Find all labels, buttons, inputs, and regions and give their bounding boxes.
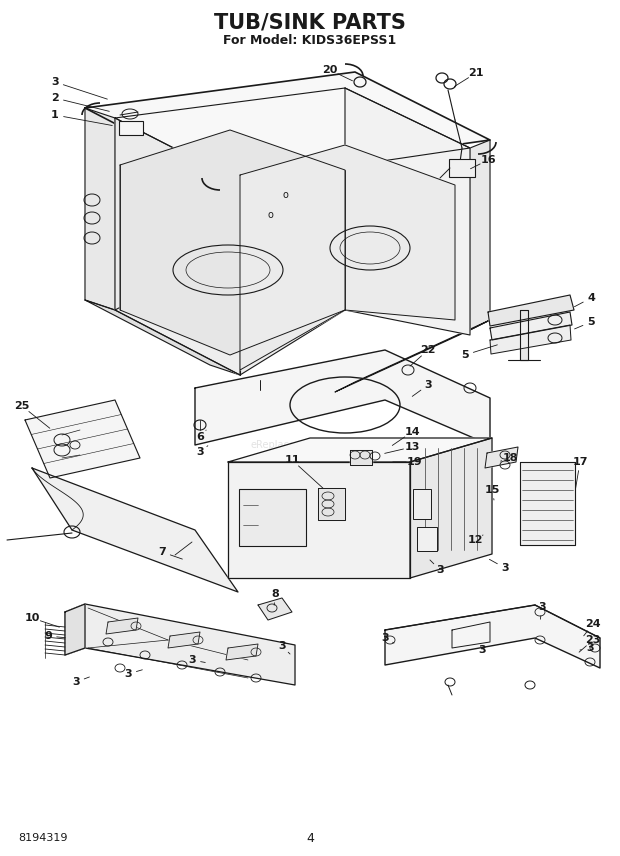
Text: 24: 24 xyxy=(585,619,601,629)
Polygon shape xyxy=(115,118,240,375)
FancyBboxPatch shape xyxy=(119,121,143,135)
Text: 3: 3 xyxy=(436,565,444,575)
Text: 3: 3 xyxy=(51,77,59,87)
Polygon shape xyxy=(226,644,258,660)
Polygon shape xyxy=(470,140,490,330)
Text: 1: 1 xyxy=(51,110,59,120)
Text: o: o xyxy=(282,190,288,200)
Text: 5: 5 xyxy=(461,350,469,360)
Polygon shape xyxy=(485,447,518,468)
Text: 3: 3 xyxy=(278,641,286,651)
Text: eReplacementParts.com: eReplacementParts.com xyxy=(250,440,370,450)
Text: 3: 3 xyxy=(124,669,132,679)
FancyBboxPatch shape xyxy=(449,159,475,177)
Polygon shape xyxy=(195,350,490,445)
Text: TUB/SINK PARTS: TUB/SINK PARTS xyxy=(214,12,406,32)
Text: 18: 18 xyxy=(502,453,518,463)
Text: 7: 7 xyxy=(158,547,166,557)
Polygon shape xyxy=(228,462,410,578)
Text: 19: 19 xyxy=(407,457,423,467)
Text: 15: 15 xyxy=(484,485,500,495)
Polygon shape xyxy=(115,88,470,182)
Polygon shape xyxy=(168,632,200,648)
Polygon shape xyxy=(25,400,140,478)
Text: 13: 13 xyxy=(404,442,420,452)
Text: 3: 3 xyxy=(501,563,509,573)
Polygon shape xyxy=(488,295,574,326)
Polygon shape xyxy=(106,618,138,634)
Text: 5: 5 xyxy=(587,317,595,327)
Polygon shape xyxy=(490,312,572,340)
Polygon shape xyxy=(85,72,490,178)
Polygon shape xyxy=(240,145,455,370)
Text: 3: 3 xyxy=(381,633,389,643)
Text: 2: 2 xyxy=(51,93,59,103)
Polygon shape xyxy=(410,438,492,578)
FancyBboxPatch shape xyxy=(413,489,431,519)
Polygon shape xyxy=(258,598,292,620)
Polygon shape xyxy=(65,604,295,685)
Text: For Model: KIDS36EPSS1: For Model: KIDS36EPSS1 xyxy=(223,33,397,46)
Text: 23: 23 xyxy=(585,635,601,645)
Text: 22: 22 xyxy=(420,345,436,355)
FancyBboxPatch shape xyxy=(417,527,437,551)
Text: 10: 10 xyxy=(24,613,40,623)
Text: 3: 3 xyxy=(196,447,204,457)
Text: 21: 21 xyxy=(468,68,484,78)
Polygon shape xyxy=(520,462,575,545)
Polygon shape xyxy=(65,604,85,655)
Text: 11: 11 xyxy=(284,455,299,465)
Polygon shape xyxy=(115,245,345,375)
Polygon shape xyxy=(85,108,115,310)
Polygon shape xyxy=(318,488,345,520)
Polygon shape xyxy=(335,320,490,392)
Polygon shape xyxy=(350,450,372,465)
Text: 3: 3 xyxy=(478,645,486,655)
Text: 4: 4 xyxy=(587,293,595,303)
Text: 3: 3 xyxy=(538,602,546,612)
Text: 14: 14 xyxy=(404,427,420,437)
Text: 16: 16 xyxy=(480,155,496,165)
Text: 3: 3 xyxy=(188,655,196,665)
Text: 8: 8 xyxy=(271,589,279,599)
Text: 17: 17 xyxy=(572,457,588,467)
Text: 6: 6 xyxy=(196,432,204,442)
Text: 4: 4 xyxy=(306,831,314,845)
Polygon shape xyxy=(32,468,238,592)
Text: 3: 3 xyxy=(424,380,432,390)
Polygon shape xyxy=(85,300,240,375)
Polygon shape xyxy=(228,438,492,462)
Text: 3: 3 xyxy=(586,643,594,653)
Polygon shape xyxy=(490,325,571,354)
Text: 8194319: 8194319 xyxy=(18,833,68,843)
Polygon shape xyxy=(385,605,600,668)
Polygon shape xyxy=(520,310,528,360)
Text: 9: 9 xyxy=(44,631,52,641)
Text: 20: 20 xyxy=(322,65,338,75)
Text: o: o xyxy=(267,210,273,220)
Text: 12: 12 xyxy=(467,535,483,545)
FancyBboxPatch shape xyxy=(239,489,306,546)
Polygon shape xyxy=(120,130,345,355)
Text: 25: 25 xyxy=(14,401,30,411)
Text: 3: 3 xyxy=(72,677,80,687)
Polygon shape xyxy=(345,88,470,335)
